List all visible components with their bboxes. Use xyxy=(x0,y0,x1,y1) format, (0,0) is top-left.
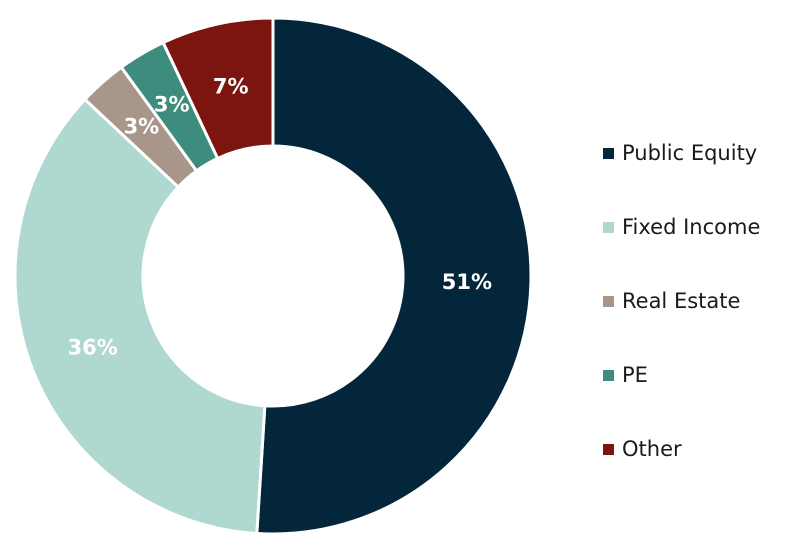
chart-legend: Public Equity Fixed Income Real Estate PE Ot… xyxy=(603,137,760,507)
legend-item-real-estate: Real Estate xyxy=(603,285,760,317)
legend-label: PE xyxy=(622,363,648,387)
donut-data-labels: 51% 36% 3%3% 7% xyxy=(67,75,492,360)
legend-swatch xyxy=(603,369,614,381)
data-label-fixed-income: 36% xyxy=(67,335,117,359)
legend-swatch xyxy=(603,147,614,159)
data-label-other: 7% xyxy=(213,75,249,99)
slice-other xyxy=(161,16,275,161)
legend-label: Real Estate xyxy=(622,289,741,313)
legend-item-other: Other xyxy=(603,433,760,465)
data-label-real-estate: 3% xyxy=(124,115,160,139)
legend-label: Other xyxy=(622,437,682,461)
slice-public-equity xyxy=(255,16,533,536)
donut-slices xyxy=(13,16,533,536)
legend-label: Fixed Income xyxy=(622,215,761,239)
data-label-public-equity: 51% xyxy=(442,270,492,294)
legend-item-fixed-income: Fixed Income xyxy=(603,211,760,243)
slice-fixed-income xyxy=(13,97,267,536)
legend-item-public-equity: Public Equity xyxy=(603,137,760,169)
legend-swatch xyxy=(603,443,614,455)
legend-item-pe: PE xyxy=(603,359,760,391)
legend-swatch xyxy=(603,221,614,233)
legend-swatch xyxy=(603,295,614,307)
data-label-pe: 3% xyxy=(154,93,190,117)
legend-label: Public Equity xyxy=(622,141,758,165)
